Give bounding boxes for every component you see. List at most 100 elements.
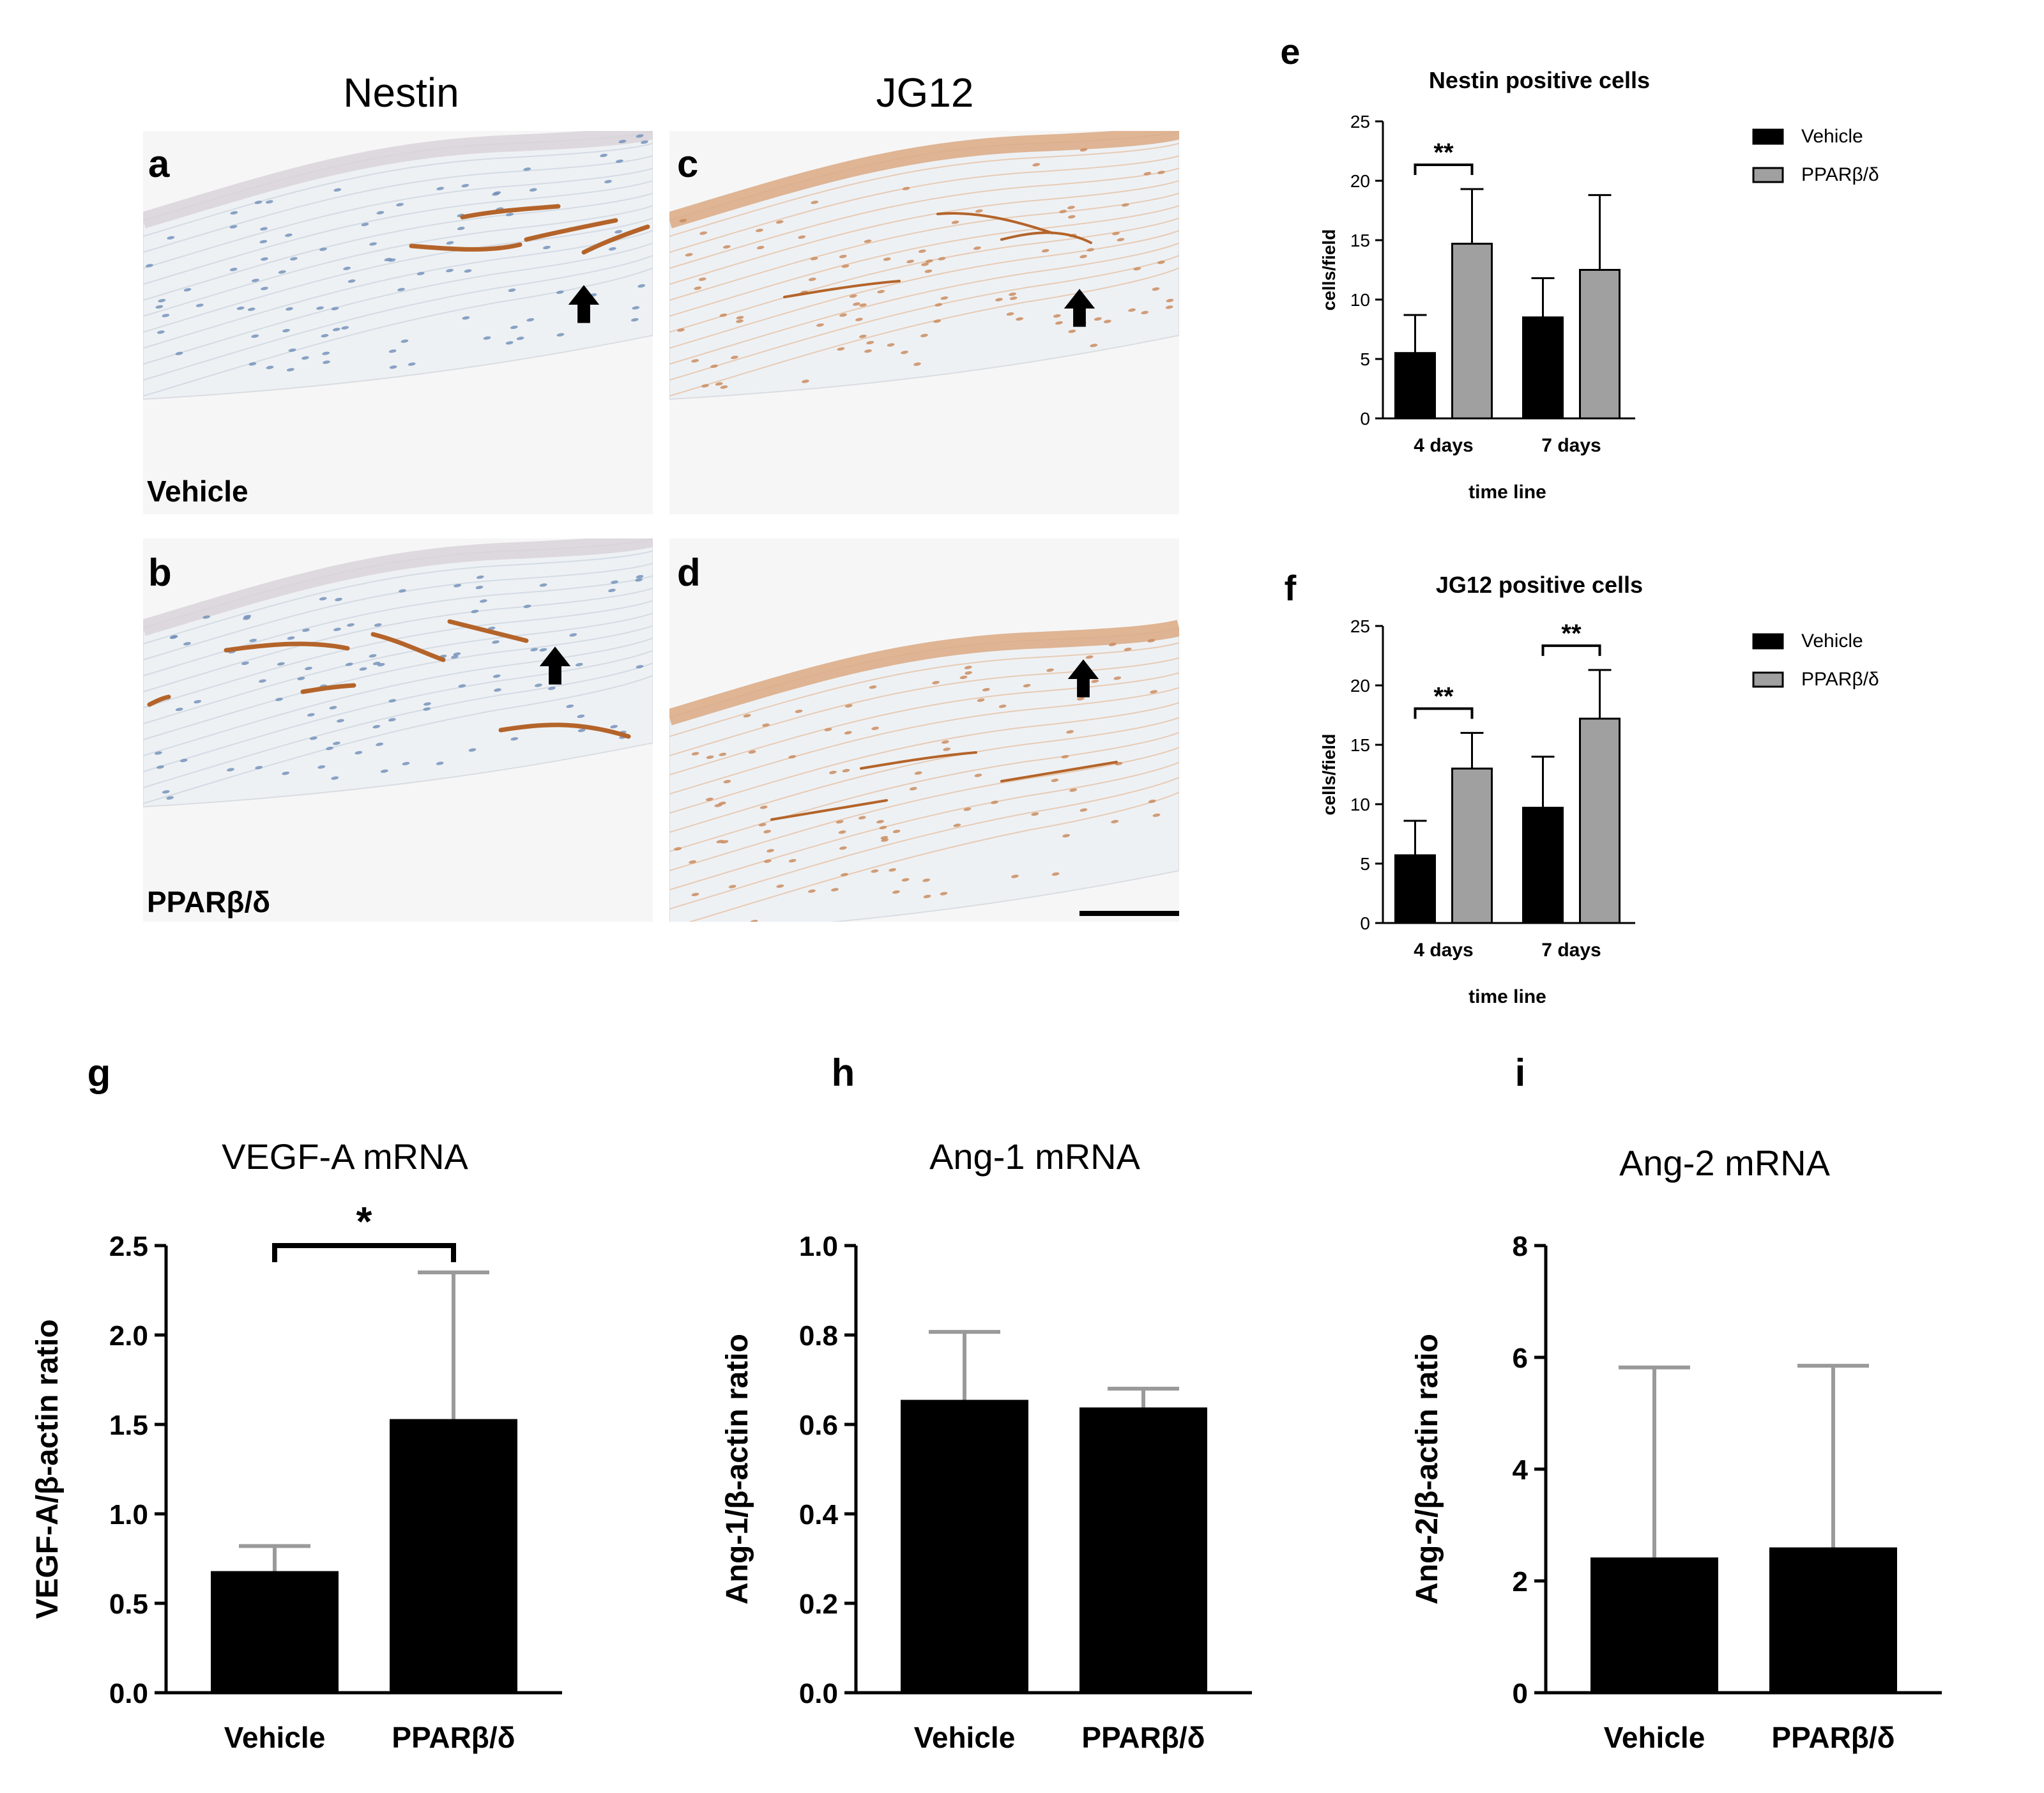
x-tick-label: PPARβ/δ: [392, 1721, 515, 1754]
nucleus: [918, 249, 926, 253]
nucleus: [534, 683, 542, 687]
x-tick-label: 7 days: [1541, 435, 1601, 456]
micrograph-nestin-vehicle: [143, 131, 653, 514]
fiber-line: [669, 180, 1179, 285]
nucleus: [719, 313, 728, 317]
nucleus: [679, 218, 687, 223]
nucleus: [492, 192, 500, 196]
y-tick-label: 5: [1360, 349, 1370, 369]
nucleus: [776, 884, 784, 888]
legend-swatch: [1752, 128, 1784, 145]
nucleus: [913, 362, 921, 366]
nucleus: [329, 706, 337, 710]
nucleus: [372, 724, 381, 729]
nucleus: [156, 330, 165, 334]
nucleus: [722, 245, 731, 249]
fiber-line: [143, 613, 653, 724]
nucleus: [748, 750, 756, 754]
nucleus: [548, 686, 556, 690]
nucleus: [877, 289, 885, 294]
nucleus: [1150, 690, 1158, 694]
y-tick-label: 10: [1350, 795, 1370, 814]
nucleus: [716, 839, 724, 844]
nucleus: [248, 362, 257, 366]
stained-vessel: [409, 242, 522, 252]
panel-letter-d: d: [677, 551, 701, 594]
nucleus: [236, 306, 245, 310]
y-tick-label: 0: [1513, 1678, 1528, 1709]
nuclei: [674, 639, 1161, 922]
fiber-line: [669, 777, 1179, 910]
nucleus: [251, 278, 259, 282]
nucleus: [175, 351, 183, 356]
legend-label: Vehicle: [1801, 630, 1863, 652]
nucleus: [487, 627, 496, 630]
nucleus: [839, 313, 847, 317]
nucleus: [750, 920, 758, 922]
y-tick-label: 1.0: [799, 1231, 838, 1262]
nucleus: [1085, 655, 1094, 659]
stained-vessel: [447, 619, 529, 643]
nucleus: [689, 860, 697, 864]
nucleus: [369, 654, 377, 658]
significance-bracket: [1414, 164, 1474, 176]
y-tick-label: 25: [1350, 616, 1370, 636]
nucleus: [388, 349, 397, 353]
nucleus: [923, 894, 931, 899]
nucleus: [756, 245, 765, 250]
stained-vessel: [783, 280, 901, 298]
x-tick-label: Vehicle: [1604, 1721, 1705, 1754]
nucleus: [286, 307, 293, 311]
nucleus: [841, 264, 850, 268]
nucleus: [155, 305, 164, 309]
nucleus: [719, 752, 727, 756]
nucleus: [1016, 317, 1024, 321]
nucleus: [844, 704, 853, 708]
bar: [1590, 1557, 1718, 1693]
nucleus: [398, 589, 406, 593]
y-tick-label: 0.2: [799, 1589, 838, 1620]
nucleus: [577, 728, 586, 733]
nucleus: [376, 211, 385, 215]
nucleus: [1111, 820, 1119, 823]
nucleus: [464, 269, 472, 273]
nucleus: [1147, 639, 1155, 643]
nucleus: [1108, 643, 1117, 646]
nucleus: [838, 830, 846, 834]
stained-vessels: [147, 619, 631, 739]
y-tick-label: 1.5: [109, 1410, 148, 1441]
nucleus: [569, 633, 577, 637]
bar: [211, 1571, 339, 1693]
nucleus: [841, 873, 848, 876]
nucleus: [539, 648, 547, 652]
y-tick-label: 0.5: [109, 1589, 148, 1620]
nucleus: [636, 665, 644, 669]
nucleus: [458, 684, 466, 688]
nucleus: [341, 326, 349, 330]
fiber-line: [143, 600, 653, 708]
nucleus: [374, 623, 382, 627]
x-tick-label: PPARβ/δ: [1081, 1721, 1205, 1754]
nucleus: [1051, 872, 1060, 876]
nucleus: [906, 259, 915, 263]
nucleus: [635, 578, 643, 582]
nucleus: [332, 741, 340, 745]
nucleus: [730, 355, 738, 360]
nucleus: [636, 134, 644, 138]
nucleus: [347, 279, 356, 283]
nucleus: [852, 302, 860, 306]
nucleus: [483, 336, 491, 340]
nucleus: [317, 765, 326, 769]
nucleus: [802, 379, 809, 383]
nuclei: [145, 134, 648, 372]
nucleus: [808, 889, 816, 893]
nucleus: [332, 328, 340, 332]
nucleus: [446, 268, 454, 273]
nucleus: [839, 846, 847, 850]
stained-vessel: [370, 632, 446, 662]
nucleus: [1121, 203, 1129, 207]
nucleus: [965, 671, 973, 675]
epithelium-layer: [143, 131, 653, 229]
nucleus: [337, 719, 344, 723]
nucleus: [879, 825, 887, 830]
